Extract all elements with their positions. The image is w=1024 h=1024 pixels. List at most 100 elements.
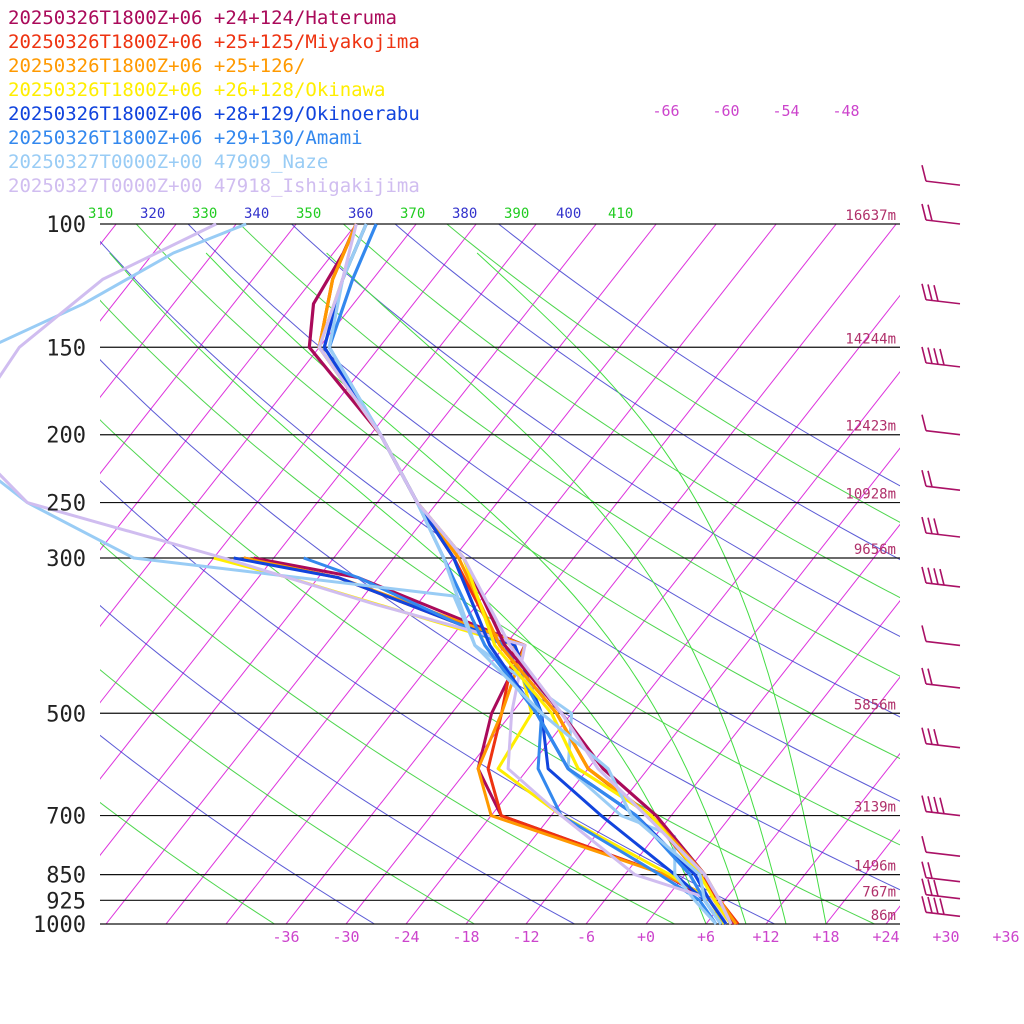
wind-barb-flag (933, 348, 939, 365)
wind-barb-flag (921, 795, 927, 812)
theta-label: 390 (504, 206, 529, 222)
wind-barb-flag (933, 568, 939, 585)
temperature-profile-line (307, 223, 736, 926)
temperature-tick-label: -18 (452, 928, 479, 946)
wind-barb-staff (925, 640, 961, 647)
wind-barb-flag (927, 470, 933, 488)
isotherm-line (165, 224, 717, 924)
dry-adiabat-line (100, 801, 275, 924)
theta-label: 330 (192, 206, 217, 222)
wind-barb-staff (925, 298, 961, 305)
wind-barb-flag (921, 283, 927, 300)
legend-entry: 20250326T1800Z+06 +25+126/ (8, 55, 305, 77)
wind-barb (921, 414, 961, 436)
isotherm-line (405, 294, 900, 924)
isotherm-line (100, 224, 477, 704)
height-label: 9656m (854, 542, 896, 558)
wind-barb-flag (921, 566, 927, 584)
wind-barb-staff (925, 876, 961, 883)
moist-adiabat-line (109, 252, 707, 924)
wind-barb-staff (925, 893, 961, 900)
pressure-tick-label: 200 (46, 424, 86, 449)
theta-label: 400 (556, 206, 581, 222)
pressure-tick-label: 250 (46, 492, 86, 517)
isotherm-line (100, 224, 297, 475)
wind-barb (921, 203, 961, 225)
legend-entry: 20250326T1800Z+06 +29+130/Amami (8, 127, 363, 149)
pressure-tick-label: 300 (46, 547, 86, 572)
height-label: 5856m (854, 697, 896, 713)
temperature-tick-label: -24 (392, 928, 419, 946)
temperature-tick-label: -36 (272, 928, 299, 946)
wind-barb-flag (933, 518, 939, 535)
temperature-tick-label: +36 (992, 928, 1019, 946)
wind-barb-flag (921, 727, 927, 744)
wind-barb-staff (925, 485, 961, 491)
temperature-tick-label: +24 (872, 928, 899, 946)
height-label: 3139m (854, 800, 896, 816)
isotherm-top-labels: -66 -60 -54 -48 (652, 102, 859, 120)
dry-adiabat-line (446, 224, 900, 523)
pressure-tick-label: 150 (46, 336, 86, 361)
dry-adiabat-line (291, 224, 900, 638)
dry-adiabat-line (100, 240, 900, 802)
temperature-tick-label: -12 (512, 928, 539, 946)
wind-barb-flag (921, 861, 927, 878)
wind-barb (921, 667, 961, 689)
theta-label: 340 (244, 206, 269, 222)
dry-adiabat-line (394, 224, 900, 561)
isotherm-line (765, 752, 900, 924)
wind-barb (921, 795, 961, 817)
wind-barb-flag (921, 164, 927, 182)
wind-barb-flag (927, 668, 933, 685)
wind-barb-flag (921, 203, 927, 221)
wind-barb-flag (921, 516, 927, 534)
temperature-profile-line (327, 223, 723, 925)
dry-adiabat-line (100, 734, 375, 924)
dry-adiabat-line (100, 299, 900, 846)
temperature-tick-label: +12 (752, 928, 779, 946)
wind-barb-flag (921, 469, 927, 487)
wind-barb-staff (925, 851, 961, 857)
temperature-profile-line (327, 223, 723, 925)
wind-barb-staff (925, 742, 961, 749)
wind-barb-flag (927, 896, 933, 914)
dry-adiabat-line (343, 224, 900, 599)
temperature-tick-label: -30 (332, 928, 359, 946)
wind-barb-flag (933, 879, 939, 897)
wind-barb-flag (927, 796, 933, 813)
legend-entry: 20250326T1800Z+06 +24+124/Hateruma (8, 7, 397, 29)
height-label: 10928m (845, 487, 896, 503)
wind-barb (921, 566, 961, 588)
pressure-tick-label: 100 (46, 213, 86, 238)
wind-barb-flag (933, 796, 939, 814)
legend: 20250326T1800Z+06 +24+124/Hateruma 202503… (8, 7, 420, 197)
temperature-axis: -36 -30 -24 -18 -12 -6 +0 +6 +12 +18 +24 +30 +36 (272, 928, 1019, 946)
wind-barb-staff (925, 180, 961, 186)
wind-barb-flag (921, 878, 927, 895)
temperature-profile-line (322, 223, 728, 925)
theta-label: 380 (452, 206, 477, 222)
dry-adiabat-line (100, 419, 875, 924)
temperature-tick-label: +18 (812, 928, 839, 946)
isotherm-line (105, 224, 657, 924)
wind-barb-flag (921, 346, 927, 364)
height-label: 14244m (845, 331, 896, 347)
isotherm-line (345, 224, 897, 924)
wind-barb-flag (927, 567, 933, 584)
wind-barb-flag (927, 517, 933, 534)
wind-barb-flag (921, 896, 927, 913)
wind-barb-flag (933, 897, 939, 914)
theta-label: 320 (140, 206, 165, 222)
isotherm-line (100, 224, 357, 551)
theta-label: 370 (400, 206, 425, 222)
dry-adiabat-line (498, 224, 900, 487)
wind-barb-flag (921, 414, 927, 431)
temperature-profiles (307, 223, 740, 926)
dry-adiabat-line (100, 359, 900, 891)
wind-barb-staff (925, 532, 961, 538)
isotherm-line (285, 224, 837, 924)
pressure-tick-label: 700 (46, 805, 86, 830)
